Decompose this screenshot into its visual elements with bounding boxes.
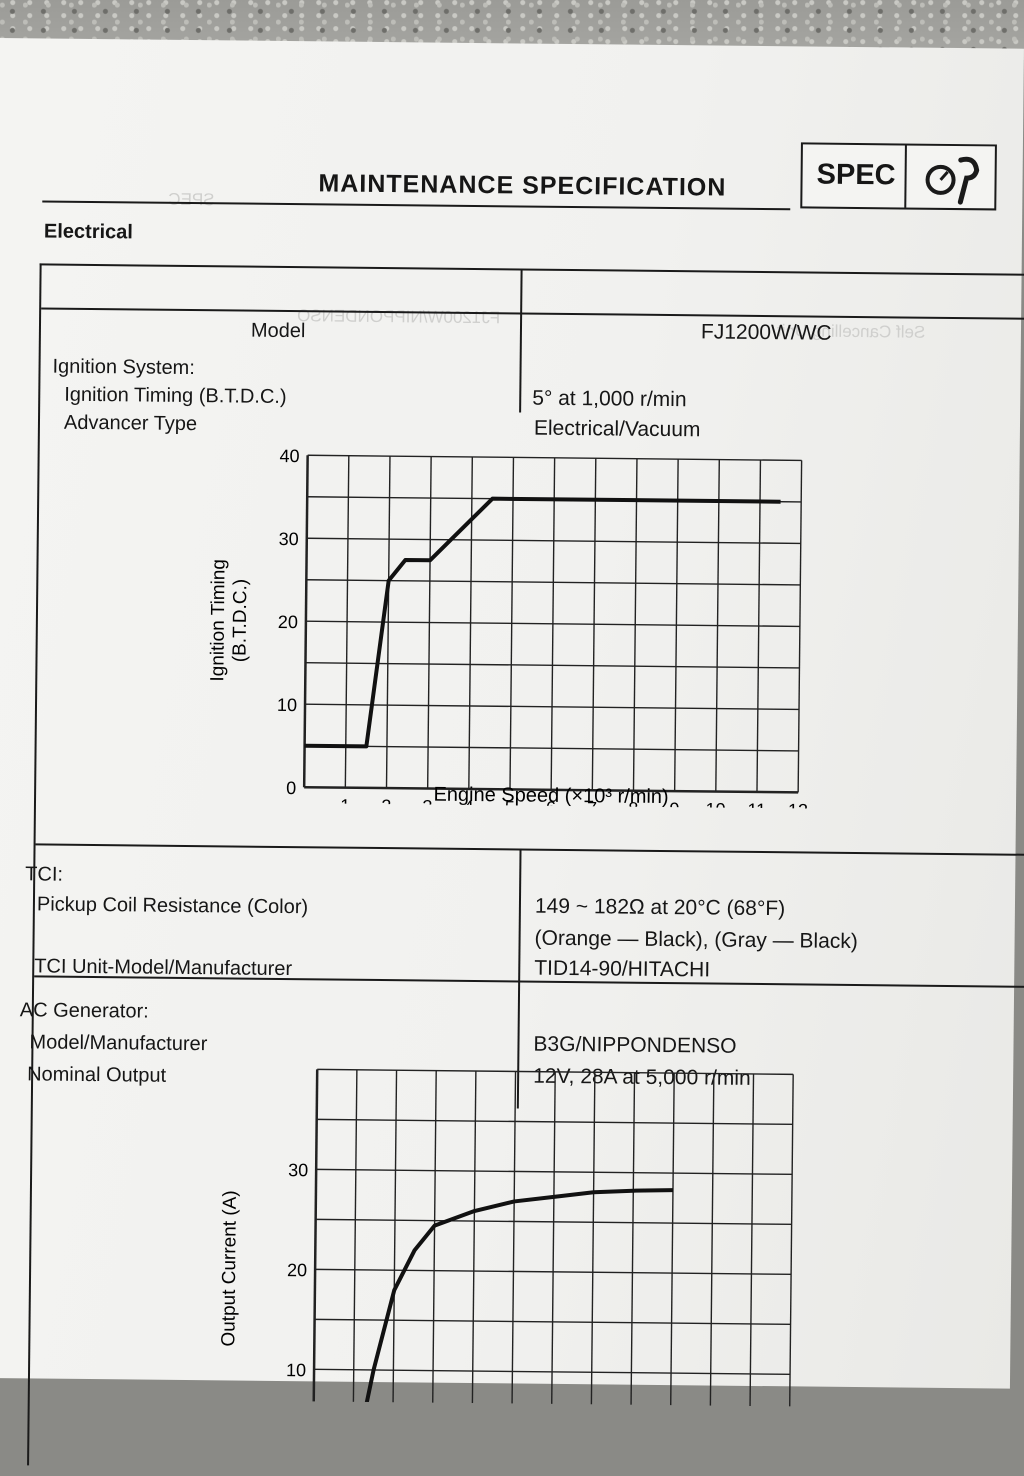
ac-model-label: Model/Manufacturer xyxy=(29,1031,207,1056)
y-tick-label: 10 xyxy=(286,1360,306,1380)
model-value: FJ1200W/WC xyxy=(701,320,832,345)
pickup-coil-label: Pickup Coil Resistance (Color) xyxy=(37,893,308,919)
y-tick-label: 20 xyxy=(287,1260,307,1280)
y-axis-label: Output Current (A) xyxy=(218,1190,241,1346)
model-label: Model xyxy=(251,320,306,344)
y-tick-label: 30 xyxy=(288,1160,308,1180)
nominal-output-label: Nominal Output xyxy=(27,1063,166,1087)
x-tick-label: 10 xyxy=(706,799,726,808)
bleedthrough-text: SPEC xyxy=(168,190,215,210)
tci-heading: TCI: xyxy=(25,863,63,886)
ac-generator-heading: AC Generator: xyxy=(20,999,149,1023)
row-divider xyxy=(41,307,1024,319)
output-current-chart: 10 20 30 Output Current (A) xyxy=(186,1060,830,1407)
x-tick-label: 11 xyxy=(747,800,766,809)
x-axis-label: Engine Speed (×10³ r/min) xyxy=(433,784,668,808)
y-tick-label: 40 xyxy=(280,446,300,466)
y-tick-label: 10 xyxy=(277,695,297,715)
spec-badge: SPEC xyxy=(800,142,997,210)
column-divider xyxy=(519,270,522,412)
y-tick-label: 30 xyxy=(279,529,299,549)
ignition-heading: Ignition System: xyxy=(52,356,195,380)
ignition-timing-chart: 010203040123456789101112Engine Speed (×1… xyxy=(192,402,836,809)
advancer-type-label: Advancer Type xyxy=(64,412,197,436)
ac-model-value: B3G/NIPPONDENSO xyxy=(533,1033,736,1059)
tci-unit-value: TID14-90/HITACHI xyxy=(534,957,710,983)
gauge-wrench-icon xyxy=(920,150,985,207)
y-tick-label: 20 xyxy=(278,612,298,632)
spec-badge-divider xyxy=(904,145,907,207)
section-heading: Electrical xyxy=(44,220,133,244)
row-divider xyxy=(36,843,1024,855)
tci-unit-label: TCI Unit-Model/Manufacturer xyxy=(34,955,292,981)
manual-page: SPEC FJ1200W/NIPPONDENSO Self Cancelling… xyxy=(0,38,1024,1389)
page-title: MAINTENANCE SPECIFICATION xyxy=(318,169,726,202)
pickup-coil-value: 149 ~ 182Ω at 20°C (68°F) xyxy=(535,895,785,922)
y-tick-label: 0 xyxy=(286,778,296,798)
pickup-coil-colors: (Orange — Black), (Gray — Black) xyxy=(534,927,857,954)
spec-badge-label: SPEC xyxy=(816,159,895,193)
x-tick-label: 12 xyxy=(788,800,808,808)
grid-line-vertical xyxy=(313,1069,317,1406)
y-axis-label: Ignition Timing(B.T.D.C.) xyxy=(207,559,251,682)
